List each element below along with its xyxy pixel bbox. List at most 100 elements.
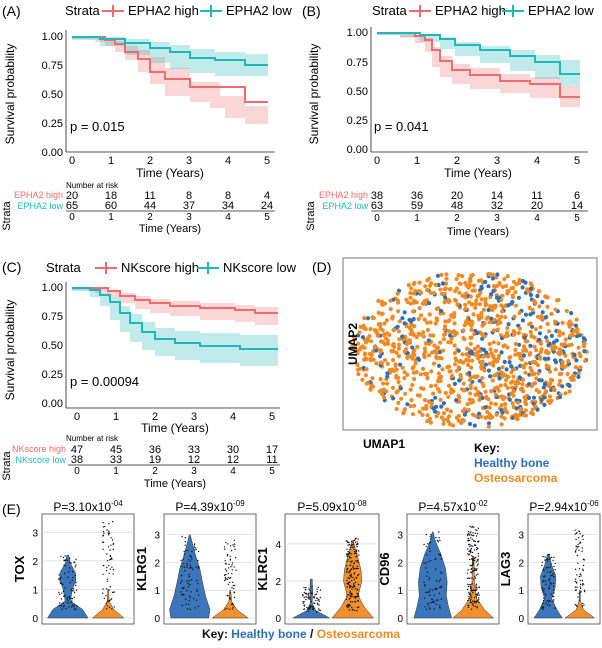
umap-point-osteosarcoma bbox=[510, 401, 515, 406]
violin-jitter-point bbox=[184, 537, 187, 539]
p-value-a: p = 0.015 bbox=[70, 119, 125, 134]
violin-jitter-point bbox=[433, 594, 435, 596]
violin-y-tick: 3 bbox=[32, 528, 38, 539]
umap-point-osteosarcoma bbox=[523, 408, 529, 413]
violin-jitter-point bbox=[478, 594, 480, 596]
violin-key-healthy: Healthy bone bbox=[231, 627, 307, 641]
umap-point-osteosarcoma bbox=[380, 392, 385, 397]
violin-jitter-point bbox=[473, 589, 475, 591]
violin-jitter-point bbox=[316, 602, 319, 604]
violin-jitter-point bbox=[352, 568, 355, 570]
umap-point-osteosarcoma bbox=[478, 414, 483, 419]
violin-jitter-point bbox=[358, 606, 360, 608]
violin-jitter-point bbox=[316, 611, 318, 613]
legend-low-c: NKscore low bbox=[223, 260, 297, 275]
violin-jitter-point bbox=[578, 599, 580, 601]
umap-point-osteosarcoma bbox=[424, 403, 429, 409]
umap-point-osteosarcoma bbox=[500, 293, 505, 298]
violin-jitter-point bbox=[349, 564, 351, 567]
risk-low-b-4: 20 bbox=[531, 200, 543, 212]
violin-jitter-point bbox=[578, 537, 580, 539]
risk-low-c-5: 11 bbox=[266, 454, 277, 466]
umap-point-healthy bbox=[517, 342, 522, 347]
umap-key-healthy: Healthy bone bbox=[474, 456, 550, 470]
violin-y-tick: 0 bbox=[518, 614, 524, 625]
violin-jitter-point bbox=[347, 606, 349, 609]
violin-jitter-point bbox=[477, 547, 479, 550]
risk-xtick-c-1: 1 bbox=[113, 466, 119, 477]
umap-point-osteosarcoma bbox=[452, 321, 457, 326]
umap-point-osteosarcoma bbox=[369, 339, 374, 344]
violin-jitter-point bbox=[467, 531, 470, 533]
umap-point-osteosarcoma bbox=[411, 352, 416, 357]
violin-jitter-point bbox=[228, 563, 230, 565]
risk-low-a-0: 65 bbox=[66, 200, 78, 212]
violin-jitter-point bbox=[469, 587, 472, 589]
violin-jitter-point bbox=[469, 545, 471, 548]
umap-point-osteosarcoma bbox=[444, 276, 449, 281]
violin-jitter-point bbox=[349, 557, 351, 559]
umap-point-healthy bbox=[573, 323, 579, 328]
umap-point-osteosarcoma bbox=[396, 300, 401, 305]
violin-jitter-point bbox=[543, 588, 545, 590]
umap-point-osteosarcoma bbox=[505, 345, 510, 350]
violin-jitter-point bbox=[553, 589, 555, 591]
violin-jitter-point bbox=[469, 558, 471, 561]
umap-point-healthy bbox=[467, 421, 473, 427]
violin-jitter-point bbox=[349, 584, 351, 586]
umap-point-osteosarcoma bbox=[434, 354, 439, 359]
umap-point-healthy bbox=[441, 401, 446, 406]
umap-point-osteosarcoma bbox=[577, 351, 582, 356]
violin-jitter-point bbox=[307, 610, 310, 612]
violin-jitter-point bbox=[75, 582, 77, 584]
violin-jitter-point bbox=[577, 545, 580, 548]
violin-jitter-point bbox=[345, 598, 348, 601]
umap-point-osteosarcoma bbox=[536, 371, 541, 376]
panel-d: (D) UMAP2 UMAP1 Key: Healthy bone Osteos… bbox=[312, 257, 598, 485]
violin-jitter-point bbox=[349, 592, 351, 594]
violin-jitter-point bbox=[112, 548, 114, 551]
umap-point-osteosarcoma bbox=[452, 343, 457, 348]
violin-jitter-point bbox=[550, 593, 552, 595]
umap-point-osteosarcoma bbox=[412, 403, 417, 408]
violin-jitter-point bbox=[429, 594, 431, 596]
violin-jitter-point bbox=[428, 576, 431, 579]
umap-point-osteosarcoma bbox=[382, 358, 388, 363]
umap-point-osteosarcoma bbox=[447, 318, 452, 323]
umap-point-osteosarcoma bbox=[521, 413, 527, 418]
risk-xtick-b-2: 2 bbox=[454, 213, 460, 224]
violin-y-tick: 2 bbox=[275, 577, 281, 588]
violin-key-title: Key: bbox=[201, 627, 228, 641]
umap-point-osteosarcoma bbox=[378, 321, 383, 327]
violin-jitter-point bbox=[353, 546, 355, 548]
violin-jitter-point bbox=[68, 602, 70, 604]
violin-jitter-point bbox=[351, 594, 353, 596]
violin-jitter-point bbox=[232, 588, 235, 590]
violin-jitter-point bbox=[423, 584, 426, 586]
violin-jitter-point bbox=[475, 584, 477, 586]
violin-jitter-point bbox=[581, 535, 583, 538]
umap-point-osteosarcoma bbox=[385, 361, 390, 366]
umap-point-osteosarcoma bbox=[525, 288, 530, 293]
umap-point-healthy bbox=[402, 321, 407, 326]
umap-point-healthy bbox=[540, 300, 545, 305]
umap-point-osteosarcoma bbox=[389, 348, 394, 354]
umap-point-osteosarcoma bbox=[419, 386, 424, 391]
umap-point-healthy bbox=[521, 353, 527, 358]
violin-jitter-point bbox=[440, 598, 443, 600]
violin-jitter-point bbox=[429, 536, 431, 538]
risk-xtick-a-4: 4 bbox=[225, 212, 231, 223]
x-tick-b-1: 1 bbox=[414, 155, 420, 167]
violin-jitter-point bbox=[575, 582, 578, 584]
umap-point-healthy bbox=[582, 337, 588, 342]
umap-point-osteosarcoma bbox=[382, 332, 387, 337]
violin-jitter-point bbox=[354, 601, 357, 603]
x-axis-label-a: Time (Years) bbox=[136, 166, 204, 180]
umap-point-osteosarcoma bbox=[495, 313, 500, 318]
umap-point-osteosarcoma bbox=[438, 287, 443, 292]
risk-low-b-5: 14 bbox=[571, 200, 583, 212]
violin-jitter-point bbox=[187, 586, 189, 588]
violin-jitter-point bbox=[477, 555, 480, 557]
